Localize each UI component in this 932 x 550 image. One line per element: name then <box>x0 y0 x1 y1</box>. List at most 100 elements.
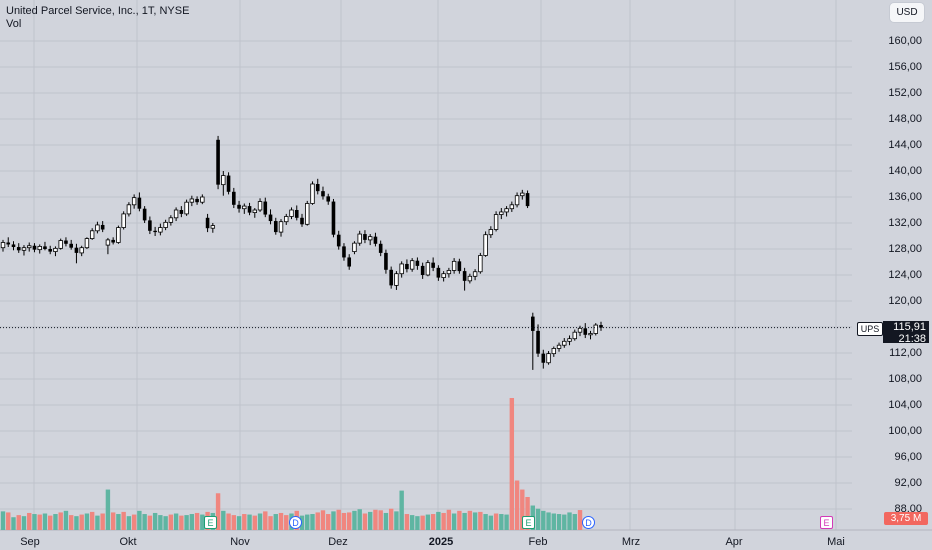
candle <box>74 243 79 264</box>
volume-bar <box>48 515 53 530</box>
volume-bar <box>263 511 268 530</box>
volume-bar <box>74 516 79 530</box>
volume-bar <box>404 514 410 530</box>
volume-bar <box>6 512 11 530</box>
candle <box>232 187 236 209</box>
price-tick-label: 144,00 <box>888 139 922 151</box>
candle <box>116 225 121 244</box>
volume-bar <box>163 516 168 530</box>
candle <box>415 257 420 270</box>
volume-bar <box>100 513 105 530</box>
bar-countdown: 21:38 <box>898 333 926 345</box>
candle <box>546 351 551 365</box>
volume-bar <box>562 514 567 530</box>
candle <box>525 190 530 209</box>
volume-bar <box>399 490 404 530</box>
volume-bar <box>105 489 111 530</box>
volume-bar <box>341 512 347 530</box>
last-price-value: 115,91 <box>893 321 926 333</box>
candle <box>488 226 494 238</box>
candle <box>367 234 373 246</box>
volume-bar <box>236 516 242 530</box>
volume-bar <box>320 510 326 530</box>
volume-bar <box>556 514 562 530</box>
candle <box>583 323 588 339</box>
price-tick-label: 104,00 <box>888 399 922 411</box>
candle <box>64 237 68 247</box>
volume-bar <box>142 514 147 530</box>
candle <box>310 181 315 205</box>
currency-button[interactable]: USD <box>890 3 924 22</box>
candle <box>499 208 504 220</box>
volume-bar <box>247 514 252 530</box>
volume-bar <box>68 515 74 530</box>
volume-bar <box>58 512 63 530</box>
volume-bar <box>158 515 163 530</box>
volume-bar <box>79 514 84 530</box>
candle <box>467 273 473 284</box>
candle <box>531 312 535 370</box>
price-tick-label: 160,00 <box>888 35 922 47</box>
volume-bar <box>42 513 48 530</box>
volume-bar <box>425 514 431 530</box>
candle <box>509 201 515 212</box>
candle <box>216 135 220 190</box>
candle <box>205 213 210 233</box>
candle <box>263 197 268 218</box>
volume-bar <box>420 515 425 530</box>
candle <box>363 230 367 244</box>
volume-bar <box>347 512 352 530</box>
earnings-marker-icon[interactable]: E <box>204 516 217 529</box>
dividend-marker-icon[interactable]: D <box>289 516 302 529</box>
candle <box>384 249 388 274</box>
volume-bar <box>273 514 278 530</box>
candle <box>514 192 520 208</box>
volume-bar <box>242 514 247 530</box>
volume-bar <box>535 508 541 530</box>
time-tick-label: Feb <box>528 536 548 548</box>
candle <box>321 186 325 200</box>
price-tick-label: 100,00 <box>888 425 922 437</box>
volume-bar <box>21 516 27 530</box>
volume-bar <box>451 513 457 530</box>
time-tick-label: Nov <box>230 536 250 548</box>
volume-bar <box>326 514 331 530</box>
price-tick-label: 120,00 <box>888 295 922 307</box>
candle <box>352 241 357 255</box>
candle <box>478 252 483 274</box>
volume-bar <box>147 515 153 530</box>
volume-bar <box>362 513 368 530</box>
candle <box>11 241 16 251</box>
candle <box>173 207 179 222</box>
volume-bar <box>525 497 530 530</box>
candle <box>100 221 105 233</box>
volume-bar <box>95 515 100 530</box>
candle <box>331 198 336 238</box>
candle <box>420 262 425 279</box>
candle <box>137 192 142 212</box>
candle <box>16 243 21 253</box>
candle <box>409 258 415 272</box>
volume-bar <box>53 514 58 530</box>
volume-bar <box>541 510 546 530</box>
candle <box>79 245 84 257</box>
time-tick-label: Dez <box>328 536 348 548</box>
candle <box>163 219 168 231</box>
dividend-marker-icon[interactable]: D <box>582 516 595 529</box>
chart-title: United Parcel Service, Inc., 1T, NYSE <box>6 5 190 17</box>
candle <box>121 211 126 230</box>
future-earnings-marker-icon[interactable]: E <box>820 516 833 529</box>
volume-bar <box>137 510 142 530</box>
symbol-label: UPS <box>857 322 883 336</box>
volume-bar <box>152 512 158 530</box>
earnings-marker-icon[interactable]: E <box>522 516 535 529</box>
volume-bar <box>110 512 116 530</box>
candle <box>268 209 273 225</box>
candle <box>357 230 362 246</box>
candle <box>493 211 499 232</box>
volume-bar <box>116 514 121 530</box>
grid-lines <box>0 0 932 531</box>
candle <box>436 265 441 281</box>
volume-bar <box>226 513 231 530</box>
